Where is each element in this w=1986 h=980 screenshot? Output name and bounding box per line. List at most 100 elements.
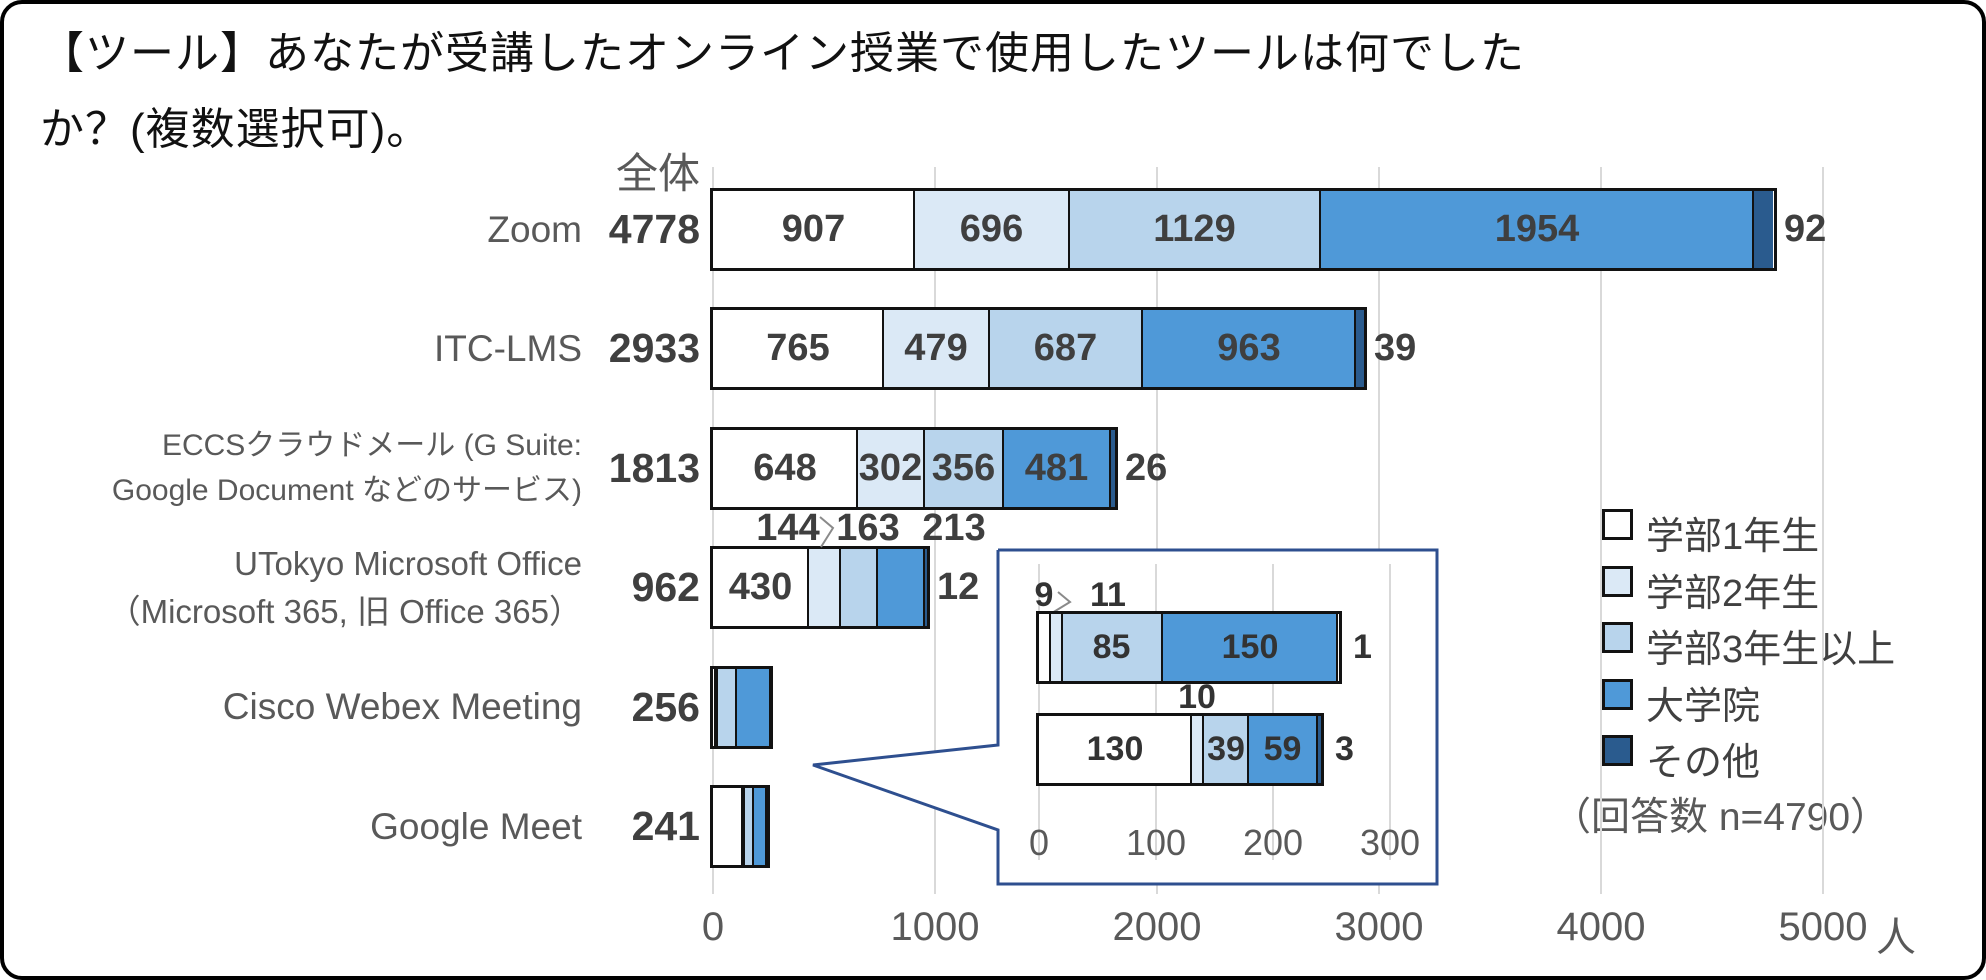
category-label-line: Google Document などのサービス): [111, 474, 582, 507]
segment-separator: [856, 430, 858, 507]
inset-bar-outline: [1036, 611, 1342, 684]
segment-separator: [988, 310, 990, 387]
x-axis-tick-label: 2000: [1112, 905, 1202, 949]
inset-tick-label: 200: [1242, 822, 1304, 863]
leader-line: [819, 516, 835, 548]
inset-tick-label: 300: [1359, 822, 1421, 863]
segment-value-label: 1954: [1494, 208, 1580, 250]
bar-segment: [717, 669, 736, 746]
segment-separator: [1141, 310, 1143, 387]
inset-above-value-label: 10: [1178, 678, 1216, 716]
bar-segment: [1142, 310, 1356, 387]
total-value: 2933: [608, 325, 700, 371]
inset-gridline: [1038, 564, 1040, 860]
bar-outline: [710, 666, 773, 749]
total-value: 241: [631, 803, 700, 849]
category-label-line: Cisco Webex Meeting: [222, 686, 582, 727]
survey-note: （回答数 n=4790）: [1552, 796, 1890, 839]
legend-label: 学部3年生以上: [1646, 629, 1896, 671]
legend-label: 学部2年生: [1646, 573, 1820, 615]
inset-segment-value-label: 150: [1221, 628, 1279, 666]
inset-bar-segment: [1050, 614, 1063, 681]
legend-item: 学部3年生以上: [1602, 618, 1962, 671]
bar-segment: [914, 191, 1069, 268]
segment-separator: [839, 549, 841, 626]
segment-separator: [716, 669, 718, 746]
category-label: ITC-LMS: [22, 323, 582, 375]
inset-bar-segment: [1317, 716, 1321, 783]
bar-segment: [1110, 430, 1116, 507]
bar-segment: [1355, 310, 1364, 387]
gridline: [1378, 167, 1380, 894]
x-axis-unit: 人: [1876, 916, 1916, 960]
segment-separator: [1109, 430, 1111, 507]
gridline: [712, 167, 714, 894]
category-label: ECCSクラウドメール (G Suite: Google Document などの…: [22, 423, 582, 513]
inset-bar-segment: [1337, 614, 1338, 681]
legend-item: その他: [1602, 731, 1962, 784]
bar-outline: [710, 546, 930, 629]
bar-segment: [744, 788, 753, 865]
bar-outline: [710, 427, 1118, 510]
segment-separator: [1002, 430, 1004, 507]
outside-value-label: 92: [1784, 208, 1827, 250]
total-value: 1813: [608, 445, 700, 491]
bar-segment: [713, 191, 914, 268]
segment-separator: [923, 549, 925, 626]
inset-bar-segment: [1039, 614, 1050, 681]
segment-value-label: 963: [1217, 327, 1281, 369]
inset-outside-value-label: 1: [1353, 628, 1372, 666]
bar-segment: [770, 669, 771, 746]
outside-value-label: 26: [1125, 447, 1168, 489]
inset-segment-separator: [1202, 716, 1204, 783]
bar-segment: [1753, 191, 1773, 268]
inset-segment-separator: [1316, 716, 1318, 783]
total-column-header: 全体: [615, 150, 700, 197]
gridline: [934, 167, 936, 894]
bar-segment: [742, 788, 744, 865]
segment-value-label: 765: [766, 327, 830, 369]
bar-segment: [1069, 191, 1320, 268]
inset-bar-segment: [1039, 716, 1191, 783]
inset-tick-label: 100: [1125, 822, 1187, 863]
inset-segment-separator: [1049, 614, 1051, 681]
total-value: 256: [631, 684, 700, 730]
inset-segment-value-label: 59: [1263, 730, 1302, 768]
category-label: Cisco Webex Meeting: [22, 681, 582, 733]
segment-value-label: 907: [781, 208, 846, 250]
inset-segment-separator: [1190, 716, 1192, 783]
segment-separator: [714, 669, 716, 746]
category-label-line: （Microsoft 365, 旧 Office 365）: [107, 593, 582, 630]
segment-value-label: 481: [1024, 447, 1089, 489]
category-label-line: ECCSクラウドメール (G Suite:: [161, 429, 582, 462]
segment-value-label: 430: [728, 566, 793, 608]
segment-separator: [1752, 191, 1754, 268]
inset-segment-separator: [1247, 716, 1249, 783]
gridline: [1600, 167, 1602, 894]
bar-segment: [877, 549, 924, 626]
inset-bar-segment: [1203, 716, 1249, 783]
bar-segment: [713, 549, 808, 626]
inset-segment-value-label: 85: [1092, 628, 1131, 666]
segment-separator: [807, 549, 809, 626]
gridline: [1822, 167, 1824, 894]
bar-segment: [924, 430, 1003, 507]
x-axis-tick-label: 0: [701, 905, 725, 949]
segment-separator: [882, 310, 884, 387]
bar-segment: [989, 310, 1142, 387]
total-value: 4778: [608, 206, 700, 252]
gridline: [1156, 167, 1158, 894]
segment-value-label: 302: [858, 447, 923, 489]
segment-value-label: 1129: [1153, 208, 1236, 250]
inset-bar-segment: [1162, 614, 1338, 681]
inset-gridline: [1155, 564, 1157, 860]
bar-outline: [710, 785, 770, 868]
inset-gridline: [1272, 564, 1274, 860]
bar-segment: [715, 669, 717, 746]
outside-value-label: 12: [937, 566, 980, 608]
chart-title: 【ツール】あなたが受講したオンライン授業で使用したツールは何でしたか？(複数選択…: [40, 29, 1525, 154]
bar-segment: [883, 310, 989, 387]
bar-segment: [1320, 191, 1754, 268]
inset-bar-segment: [1248, 716, 1317, 783]
bar-segment: [713, 430, 857, 507]
